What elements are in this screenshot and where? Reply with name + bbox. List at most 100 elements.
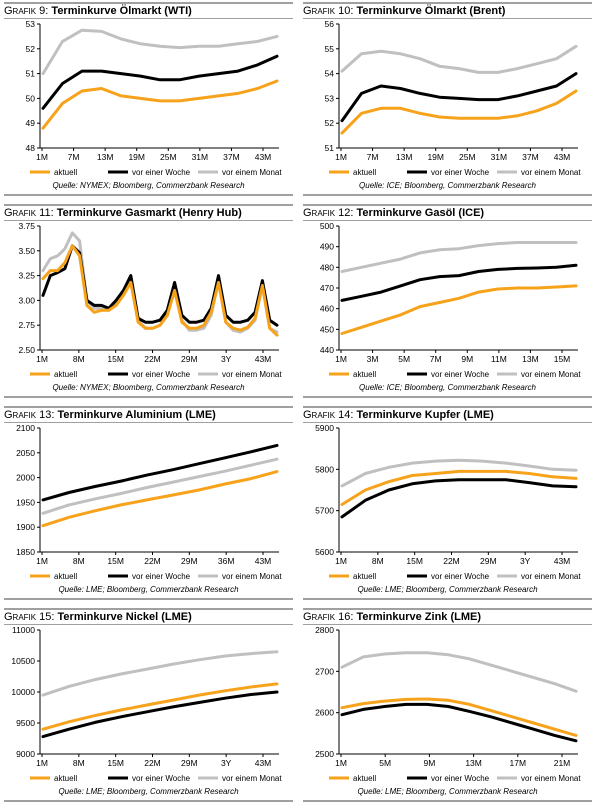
chart-source: Quelle: NYMEX; Bloomberg, Commerzbank Re… <box>52 383 245 392</box>
chart-panel: Grafik 13: Terminkurve Aluminium (LME) 18… <box>0 404 299 606</box>
y-tick-label: 3.00 <box>18 295 35 305</box>
y-tick-label: 440 <box>320 345 334 355</box>
bottom-rule <box>303 598 592 600</box>
x-tick-label: 8M <box>73 758 85 768</box>
legend-label-aktuell: aktuell <box>54 168 77 177</box>
x-tick-label: 31M <box>192 152 209 162</box>
x-tick-label: 1M <box>335 152 347 162</box>
chart-panel: Grafik 15: Terminkurve Nickel (LME) 9000 9… <box>0 606 299 808</box>
series-line-woche <box>340 72 578 123</box>
y-tick-label: 9500 <box>16 718 35 728</box>
y-tick-label: 1950 <box>16 497 35 507</box>
y-tick-label: 51 <box>26 69 36 79</box>
chart-panel: Grafik 9: Terminkurve Ölmarkt (WTI) 48 49 5… <box>0 0 299 202</box>
y-tick-label: 1850 <box>16 547 35 557</box>
x-tick-label: 8M <box>372 556 384 566</box>
x-tick-label: 25M <box>459 152 476 162</box>
x-tick-label: 22M <box>144 758 161 768</box>
y-tick-label: 55 <box>325 44 335 54</box>
series-line-monat <box>340 44 578 74</box>
legend-label-monat: vor einem Monat <box>521 168 581 177</box>
y-tick-label: 10500 <box>11 656 35 666</box>
x-tick-label: 29M <box>181 556 198 566</box>
y-tick-label: 52 <box>325 118 335 128</box>
x-tick-label: 15M <box>107 354 124 364</box>
x-tick-label: 19M <box>128 152 145 162</box>
y-tick-label: 450 <box>320 324 334 334</box>
x-tick-label: 5M <box>398 354 410 364</box>
series-line-woche <box>340 702 578 743</box>
y-tick-label: 53 <box>26 19 36 29</box>
x-tick-label: 3Y <box>221 354 232 364</box>
x-tick-label: 1M <box>36 152 48 162</box>
chart-plot: 5600 5700 5800 5900 1M 8M 15M 22M 29M 3Y 43M aktuel… <box>315 423 581 581</box>
chart-plot: 2500 2600 2700 2800 1M 5M 9M 13M 17M 21M aktuell vo… <box>315 625 581 783</box>
y-tick-label: 51 <box>325 143 335 153</box>
x-tick-label: 15M <box>107 556 124 566</box>
series-line-aktuell <box>41 79 279 130</box>
x-tick-label: 37M <box>223 152 240 162</box>
chart-title: Grafik 16: Terminkurve Zink (LME) <box>303 608 592 625</box>
x-tick-label: 3Y <box>221 758 232 768</box>
chart-title-prefix: Grafik 13: <box>4 409 55 421</box>
legend-label-aktuell: aktuell <box>54 774 77 783</box>
chart-title: Grafik 10: Terminkurve Ölmarkt (Brent) <box>303 2 592 19</box>
chart-title-prefix: Grafik 14: <box>303 409 354 421</box>
bottom-rule <box>4 800 293 802</box>
chart-plot: 48 49 50 51 52 53 1M 7M 13M 19M 25M 31M 37M 43M aktuel… <box>26 19 283 177</box>
x-tick-label: 8M <box>73 354 85 364</box>
chart-panel: Grafik 11: Terminkurve Gasmarkt (Henry H… <box>0 202 299 404</box>
legend-label-aktuell: aktuell <box>353 572 376 581</box>
y-tick-label: 2600 <box>315 708 334 718</box>
y-tick-label: 2050 <box>16 448 35 458</box>
x-tick-label: 1M <box>36 556 48 566</box>
legend-label-aktuell: aktuell <box>353 370 376 379</box>
x-tick-label: 9M <box>423 758 435 768</box>
x-tick-label: 43M <box>255 556 272 566</box>
chart-title-text: Terminkurve Gasöl (ICE) <box>353 207 485 219</box>
x-tick-label: 1M <box>36 758 48 768</box>
y-tick-label: 50 <box>26 93 36 103</box>
y-tick-label: 480 <box>320 262 334 272</box>
y-tick-label: 2000 <box>16 473 35 483</box>
legend-label-woche: vor einer Woche <box>431 774 490 783</box>
series-line-monat <box>340 458 578 488</box>
x-tick-label: 13M <box>97 152 114 162</box>
legend-label-monat: vor einem Monat <box>521 370 581 379</box>
x-tick-label: 1M <box>36 354 48 364</box>
x-tick-label: 43M <box>255 758 272 768</box>
y-tick-label: 2.75 <box>18 320 35 330</box>
legend-label-woche: vor einer Woche <box>132 572 191 581</box>
chart-source: Quelle: ICE; Bloomberg, Commerzbank Rese… <box>359 383 536 392</box>
chart-plot: 2.50 2.75 3.00 3.25 3.50 3.75 1M 8M 15M 22M 29M 3Y 4… <box>18 221 282 379</box>
bottom-rule <box>303 194 592 196</box>
chart-source: Quelle: LME; Bloomberg, Commerzbank Rese… <box>58 787 239 796</box>
series-line-monat <box>340 651 578 693</box>
series-line-woche <box>340 478 578 519</box>
series-line-woche <box>41 690 279 739</box>
y-tick-label: 2700 <box>315 666 334 676</box>
chart-title-text: Terminkurve Ölmarkt (Brent) <box>353 5 506 17</box>
y-tick-label: 54 <box>325 69 335 79</box>
x-tick-label: 43M <box>554 152 571 162</box>
chart-plot: 440 450 460 470 480 490 500 1M 3M 5M 7M 9M 11M 13M 15M… <box>320 221 582 379</box>
y-tick-label: 5700 <box>315 506 334 516</box>
x-tick-label: 22M <box>144 354 161 364</box>
chart-title-text: Terminkurve Aluminium (LME) <box>54 409 216 421</box>
x-tick-label: 17M <box>510 758 527 768</box>
chart-plot: 1850 1900 1950 2000 2050 2100 1M 8M 15M 22M 29M 36M… <box>16 423 282 581</box>
series-line-aktuell <box>340 284 578 335</box>
legend-label-aktuell: aktuell <box>353 168 376 177</box>
series-line-aktuell <box>41 244 279 337</box>
y-tick-label: 1900 <box>16 522 35 532</box>
y-tick-label: 460 <box>320 304 334 314</box>
y-tick-label: 9000 <box>16 749 35 759</box>
chart-panel: Grafik 10: Terminkurve Ölmarkt (Brent) 51… <box>299 0 598 202</box>
chart-source: Quelle: NYMEX; Bloomberg, Commerzbank Re… <box>52 181 245 190</box>
x-tick-label: 13M <box>465 758 482 768</box>
y-tick-label: 5900 <box>315 423 334 433</box>
chart-title-text: Terminkurve Gasmarkt (Henry Hub) <box>53 207 242 219</box>
x-tick-label: 22M <box>443 556 460 566</box>
x-tick-label: 22M <box>144 556 161 566</box>
chart-title-prefix: Grafik 10: <box>303 5 354 17</box>
